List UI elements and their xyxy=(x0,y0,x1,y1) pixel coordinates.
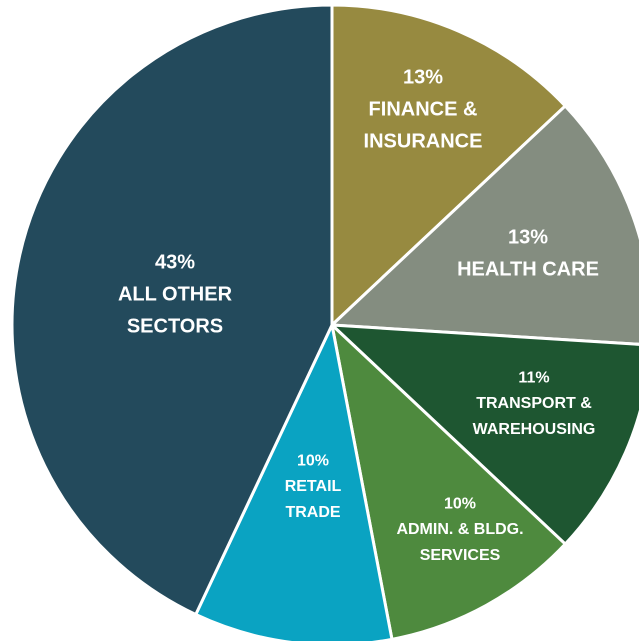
slice-label: SECTORS xyxy=(127,315,223,337)
slice-label: TRANSPORT & xyxy=(476,395,592,412)
slice-label: SERVICES xyxy=(420,547,501,564)
slice-label: WAREHOUSING xyxy=(473,421,596,438)
slice-label: HEALTH CARE xyxy=(457,258,599,280)
value-label: 10% xyxy=(297,453,329,470)
slice-label: FINANCE & xyxy=(369,98,478,120)
slice-label: ADMIN. & BLDG. xyxy=(396,521,523,538)
pie-slice xyxy=(330,3,568,329)
slice-label: ALL OTHER xyxy=(118,283,233,305)
pie-slice xyxy=(329,320,568,641)
slice-label: TRADE xyxy=(285,504,340,521)
value-label: 13% xyxy=(508,226,548,248)
pie-slice xyxy=(10,3,334,617)
pie-slice xyxy=(328,103,639,346)
value-label: 13% xyxy=(403,66,443,88)
slice-label: RETAIL xyxy=(285,478,342,495)
pie-slice xyxy=(327,323,639,547)
pie-slice xyxy=(193,320,394,641)
value-label: 43% xyxy=(155,251,195,273)
value-label: 10% xyxy=(444,496,476,513)
slice-label: INSURANCE xyxy=(364,130,483,152)
value-label: 11% xyxy=(518,370,549,387)
